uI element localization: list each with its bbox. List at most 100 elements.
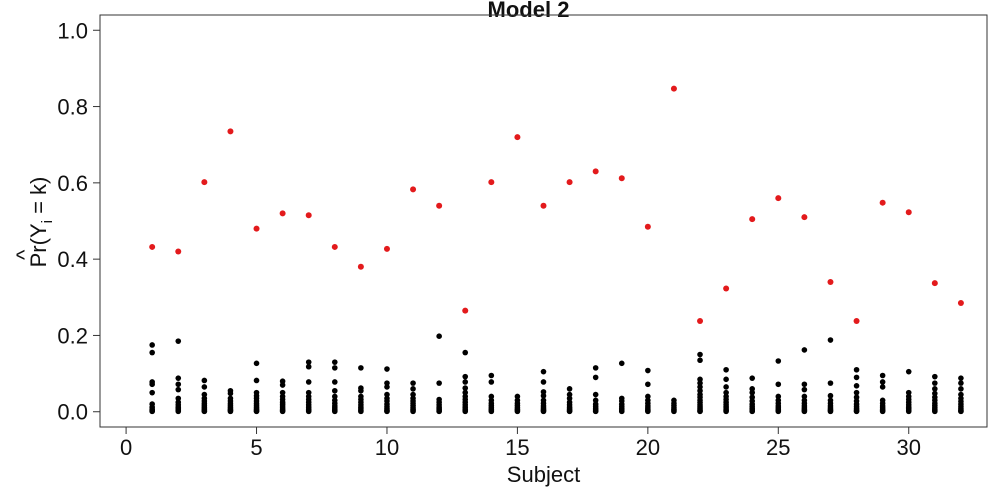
other-outcome-point [149,381,155,388]
other-outcome-point [958,408,964,415]
observed-outcome-point [749,216,756,223]
other-outcome-point [175,381,182,388]
other-outcome-point [331,365,338,371]
other-outcome-point [305,379,312,385]
observed-outcome-point [540,202,547,209]
observed-outcome-point [879,199,886,206]
other-outcome-point [801,381,808,388]
other-outcome-point [618,408,625,415]
other-outcome-point [592,374,599,381]
other-outcome-point [958,386,964,392]
other-outcome-point [279,382,286,388]
x-tick-label: 25 [766,435,790,460]
other-outcome-point [801,408,808,415]
observed-outcome-point [775,195,782,202]
other-outcome-point [149,408,155,415]
other-outcome-point [331,387,338,394]
other-outcome-point [410,386,416,392]
other-outcome-point [723,384,729,390]
other-outcome-point [358,387,364,394]
other-outcome-point [853,408,860,415]
other-outcome-point [775,408,782,415]
plot-frame [99,14,988,428]
other-outcome-point [253,377,260,384]
observed-outcome-point [436,202,443,209]
observed-outcome-point [670,85,677,92]
other-outcome-points [149,333,964,415]
observed-outcome-point [566,179,573,186]
other-outcome-point [514,408,521,415]
observed-outcome-point [723,285,730,292]
observed-outcome-point [331,243,338,250]
other-outcome-point [253,408,260,415]
other-outcome-point [697,408,703,415]
other-outcome-point [540,392,547,399]
observed-outcome-point [853,317,860,324]
other-outcome-point [958,380,964,386]
observed-outcome-point [488,179,495,186]
observed-outcome-point [175,248,182,255]
y-tick-label: 0.8 [57,95,88,120]
x-tick-label: 30 [896,435,920,460]
observed-outcome-point [697,317,704,324]
y-axis: 0.0 0.2 0.4 0.6 0.8 1.0 [57,18,100,425]
other-outcome-point [384,366,390,372]
observed-outcome-point [957,300,964,307]
other-outcome-point [175,386,182,393]
other-outcome-point [305,408,312,415]
other-outcome-point [331,359,338,365]
other-outcome-point [932,373,938,380]
other-outcome-point [149,389,155,396]
x-tick-label: 0 [120,435,132,460]
other-outcome-point [201,384,208,390]
other-outcome-point [436,408,442,415]
x-tick-label: 15 [505,435,529,460]
other-outcome-point [697,351,703,358]
other-outcome-point [775,381,782,388]
other-outcome-point [175,338,182,344]
other-outcome-point [592,365,599,371]
y-tick-label: 0.6 [57,171,88,196]
other-outcome-point [932,380,938,386]
observed-outcome-point [514,134,521,141]
other-outcome-point [723,408,729,415]
y-tick-label: 0.0 [57,400,88,425]
y-tick-label: 0.4 [57,247,88,272]
observed-outcome-points [149,85,964,324]
other-outcome-point [958,375,964,381]
other-outcome-point [801,386,808,393]
other-outcome-point [305,359,312,365]
other-outcome-point [749,389,756,396]
observed-outcome-point [279,210,286,217]
y-axis-title-hat: ^ [12,249,37,260]
y-axis-title-subscript: i [39,220,56,223]
other-outcome-point [305,363,312,370]
other-outcome-point [331,408,338,415]
observed-outcome-point [227,128,234,135]
x-axis-title: Subject [507,462,580,487]
other-outcome-point [879,379,886,385]
other-outcome-point [879,408,886,415]
other-outcome-point [462,349,469,356]
chart-title: Model 2 [488,0,570,22]
other-outcome-point [827,392,834,399]
observed-outcome-point [644,223,651,230]
other-outcome-point [227,390,234,397]
x-tick-label: 5 [250,435,262,460]
other-outcome-point [462,385,469,391]
y-axis-title: Pr(Yi = k) ^ [12,177,56,268]
other-outcome-point [488,379,495,385]
other-outcome-point [827,380,834,386]
other-outcome-point [723,376,729,383]
other-outcome-point [853,383,860,389]
other-outcome-point [853,374,860,381]
other-outcome-point [462,379,469,385]
x-axis: 0 5 10 15 20 25 30 [120,427,921,460]
observed-outcome-point [253,225,260,232]
other-outcome-point [853,389,860,396]
other-outcome-point [566,386,573,392]
other-outcome-point [149,349,155,356]
x-tick-label: 10 [375,435,399,460]
other-outcome-point [279,408,286,415]
